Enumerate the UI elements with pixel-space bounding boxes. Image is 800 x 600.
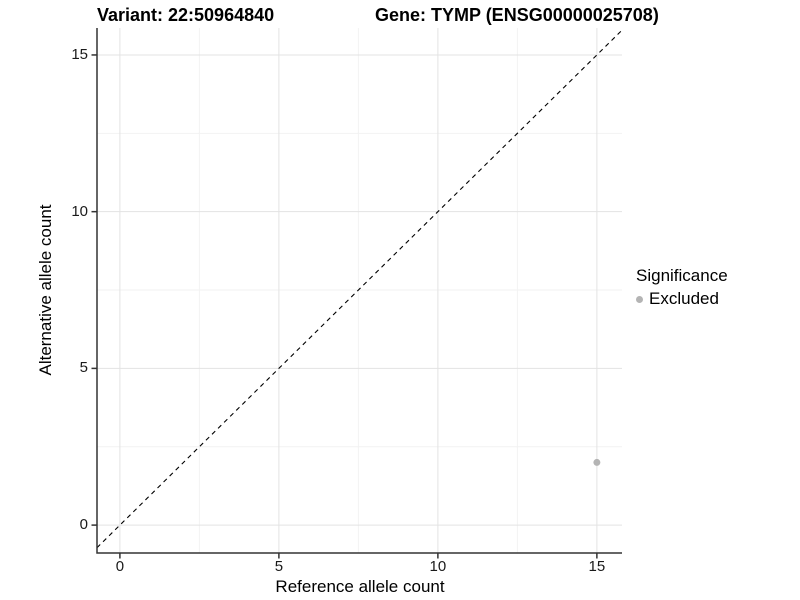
x-tick-label: 15 [588, 558, 606, 575]
identity-reference-line [96, 29, 623, 549]
x-axis-title: Reference allele count [275, 577, 445, 596]
legend-entry-label: Excluded [649, 289, 719, 308]
y-axis-title: Alternative allele count [36, 204, 55, 376]
y-tick-label: 5 [79, 359, 88, 377]
legend: Significance Excluded [636, 266, 728, 309]
data-point [593, 458, 601, 466]
plot-title-gene: Gene: TYMP (ENSG00000025708) [375, 5, 659, 25]
y-tick-label: 0 [79, 516, 88, 534]
y-tick-label: 15 [71, 45, 88, 63]
axis-lines [96, 28, 622, 554]
x-tick-label: 10 [429, 558, 447, 575]
legend-entry: Excluded [636, 289, 728, 309]
x-tick-label: 5 [274, 558, 284, 575]
y-tick-label: 10 [71, 202, 88, 220]
legend-entries: Excluded [636, 289, 728, 309]
legend-title: Significance [636, 266, 728, 285]
legend-marker-circle-icon [636, 295, 643, 303]
x-tick-label: 0 [115, 558, 125, 575]
plot-title-variant: Variant: 22:50964840 [97, 5, 275, 25]
